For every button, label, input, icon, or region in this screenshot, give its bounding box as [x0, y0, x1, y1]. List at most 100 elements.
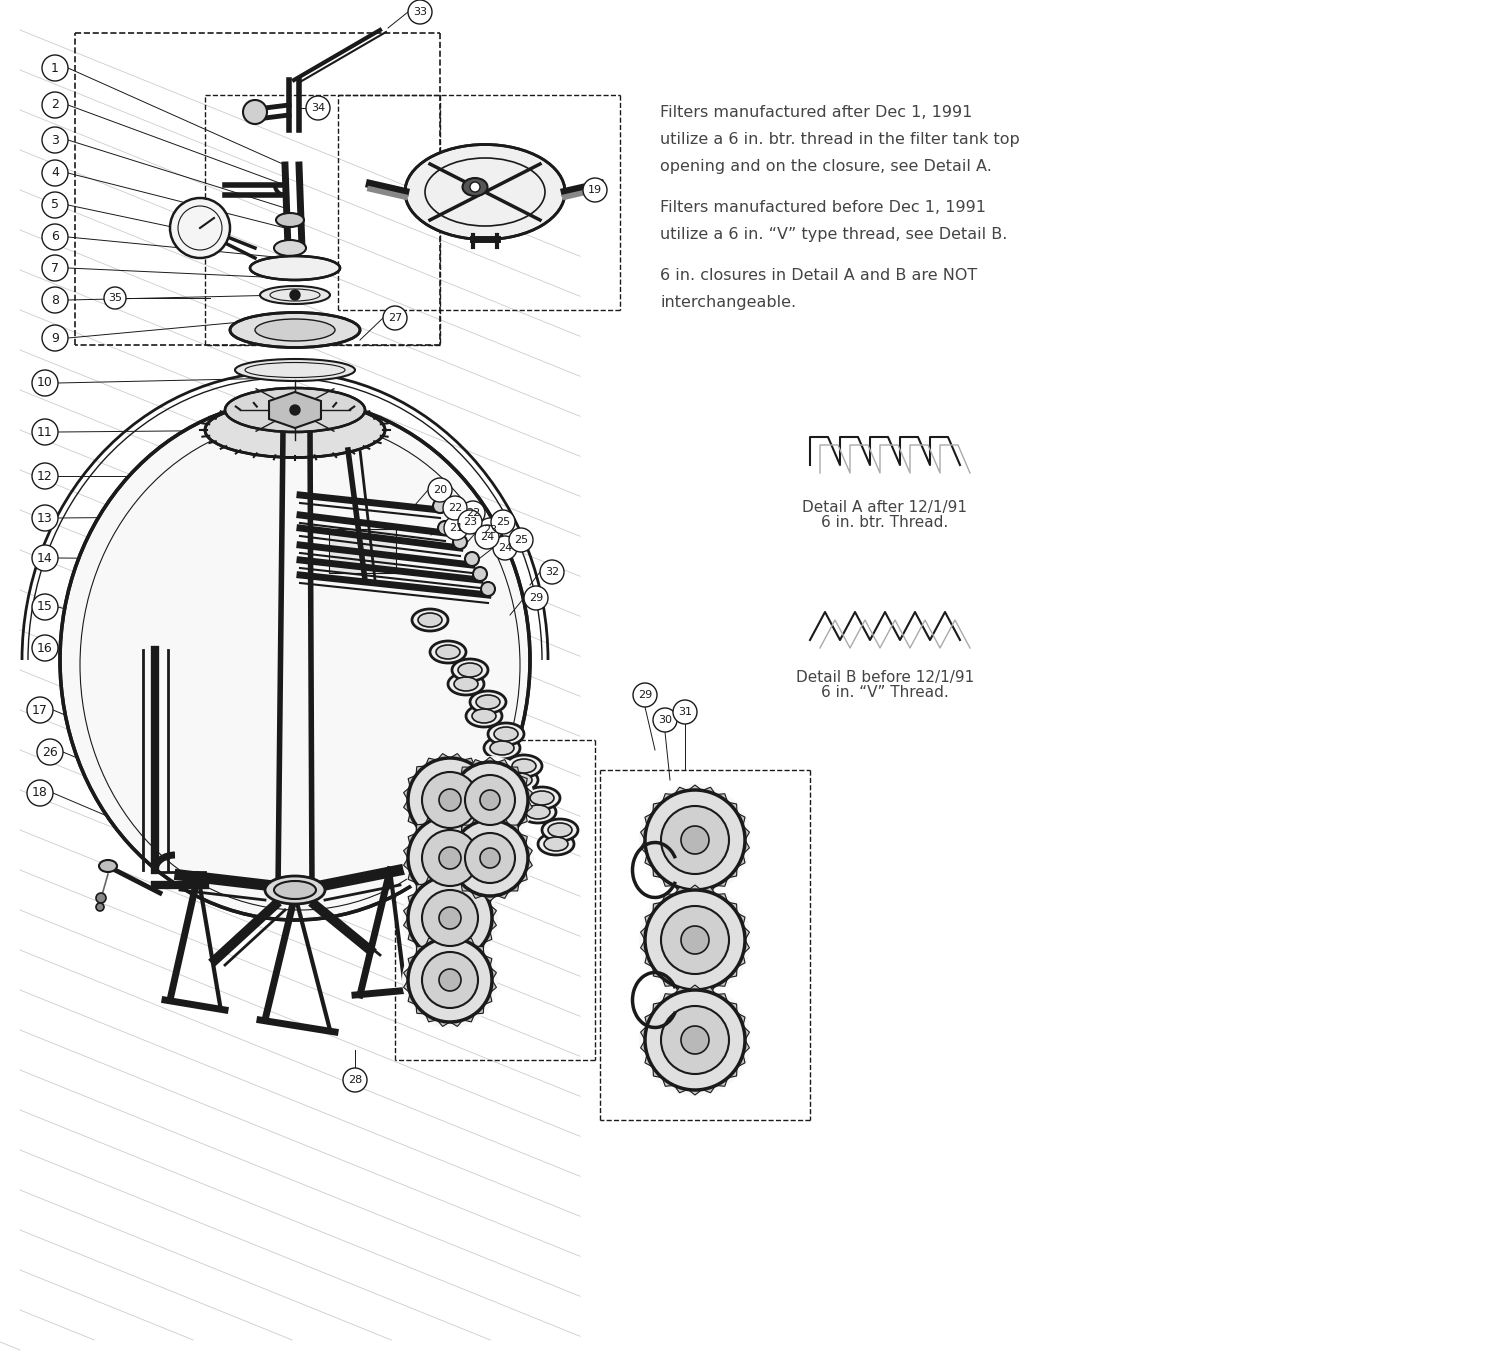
Polygon shape: [645, 912, 652, 926]
Circle shape: [433, 499, 447, 514]
Circle shape: [290, 404, 300, 415]
Polygon shape: [474, 943, 484, 952]
Circle shape: [402, 753, 498, 848]
Polygon shape: [652, 867, 663, 878]
Polygon shape: [702, 985, 715, 993]
Polygon shape: [408, 993, 416, 1004]
Text: 7: 7: [51, 261, 58, 275]
Polygon shape: [474, 884, 484, 893]
Ellipse shape: [225, 388, 364, 432]
Text: 9: 9: [51, 332, 58, 344]
Circle shape: [440, 790, 460, 811]
Polygon shape: [702, 885, 715, 893]
Ellipse shape: [526, 805, 550, 820]
Ellipse shape: [60, 400, 530, 919]
Polygon shape: [652, 802, 663, 813]
Text: 17: 17: [32, 703, 48, 717]
Ellipse shape: [484, 738, 520, 759]
Polygon shape: [404, 846, 410, 858]
Polygon shape: [716, 1078, 728, 1086]
Polygon shape: [728, 867, 736, 878]
Polygon shape: [640, 940, 646, 953]
Circle shape: [422, 891, 478, 947]
Ellipse shape: [520, 800, 556, 822]
Polygon shape: [416, 824, 426, 833]
Polygon shape: [474, 825, 484, 835]
Ellipse shape: [436, 645, 460, 658]
Ellipse shape: [548, 822, 572, 837]
Circle shape: [681, 926, 710, 953]
Circle shape: [422, 831, 478, 887]
Circle shape: [470, 182, 480, 193]
Ellipse shape: [506, 755, 542, 777]
Polygon shape: [640, 1026, 646, 1040]
Polygon shape: [436, 840, 450, 847]
Text: 27: 27: [388, 313, 402, 322]
Polygon shape: [426, 835, 436, 841]
Polygon shape: [471, 818, 483, 825]
Polygon shape: [736, 912, 746, 926]
Circle shape: [652, 708, 676, 732]
Circle shape: [32, 505, 58, 531]
Polygon shape: [426, 758, 436, 766]
Polygon shape: [645, 813, 652, 826]
Ellipse shape: [458, 663, 482, 678]
Polygon shape: [426, 892, 436, 900]
Polygon shape: [736, 1055, 746, 1067]
Text: 22: 22: [448, 503, 462, 514]
Ellipse shape: [454, 678, 478, 691]
Polygon shape: [742, 940, 750, 953]
Polygon shape: [663, 794, 674, 802]
Polygon shape: [474, 824, 484, 833]
Ellipse shape: [276, 213, 304, 227]
Polygon shape: [490, 787, 496, 800]
Polygon shape: [426, 938, 436, 947]
Text: 30: 30: [658, 714, 672, 725]
Polygon shape: [450, 1020, 464, 1026]
Polygon shape: [519, 872, 526, 882]
Polygon shape: [447, 800, 454, 813]
Polygon shape: [663, 993, 674, 1003]
Text: 32: 32: [544, 567, 560, 576]
Text: utilize a 6 in. “V” type thread, see Detail B.: utilize a 6 in. “V” type thread, see Det…: [660, 227, 1008, 242]
Polygon shape: [519, 833, 526, 846]
Polygon shape: [474, 947, 484, 955]
Circle shape: [408, 876, 492, 960]
Polygon shape: [450, 754, 464, 759]
Circle shape: [344, 1068, 368, 1091]
Circle shape: [38, 739, 63, 765]
Polygon shape: [652, 1067, 663, 1078]
Polygon shape: [509, 882, 519, 891]
Polygon shape: [408, 813, 416, 825]
Polygon shape: [525, 787, 532, 800]
Polygon shape: [436, 958, 450, 964]
Ellipse shape: [488, 723, 524, 744]
Circle shape: [408, 938, 492, 1022]
Ellipse shape: [538, 833, 574, 855]
Polygon shape: [716, 878, 728, 887]
Circle shape: [440, 847, 460, 869]
Polygon shape: [408, 932, 416, 943]
Polygon shape: [450, 958, 464, 964]
Circle shape: [681, 1026, 710, 1055]
Circle shape: [645, 990, 746, 1090]
Polygon shape: [742, 926, 750, 940]
Circle shape: [674, 699, 698, 724]
Polygon shape: [674, 1086, 688, 1093]
Polygon shape: [450, 933, 464, 940]
Polygon shape: [688, 1090, 702, 1096]
Polygon shape: [416, 947, 426, 955]
Text: 29: 29: [638, 690, 652, 699]
Polygon shape: [525, 800, 532, 813]
Polygon shape: [728, 967, 736, 978]
Polygon shape: [404, 800, 410, 813]
Ellipse shape: [542, 820, 578, 841]
Circle shape: [645, 891, 746, 990]
Circle shape: [476, 525, 500, 549]
Text: Filters manufactured before Dec 1, 1991: Filters manufactured before Dec 1, 1991: [660, 199, 986, 214]
Polygon shape: [490, 979, 496, 993]
Polygon shape: [471, 759, 483, 768]
Text: 21: 21: [448, 523, 464, 533]
Polygon shape: [464, 938, 474, 947]
Polygon shape: [519, 776, 526, 787]
